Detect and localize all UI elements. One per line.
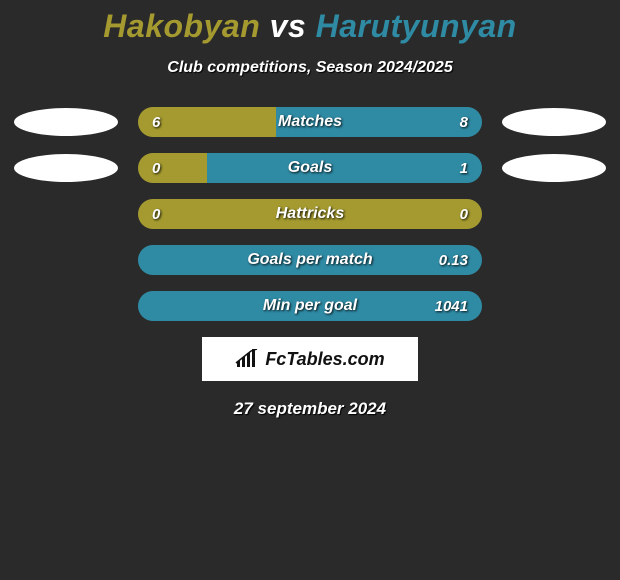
player2-oval [502, 154, 606, 182]
player1-oval [14, 108, 118, 136]
stat-row: Min per goal1041 [0, 291, 620, 321]
stat-value-left: 0 [152, 199, 160, 229]
date-text: 27 september 2024 [0, 399, 620, 419]
stats-list: Matches68Goals01Hattricks00Goals per mat… [0, 107, 620, 321]
player2-name: Harutyunyan [316, 8, 517, 44]
stat-label: Goals per match [138, 245, 482, 275]
stat-value-left: 0 [152, 153, 160, 183]
stat-value-left: 6 [152, 107, 160, 137]
stat-bar: Goals0 1 [138, 153, 482, 183]
stat-value-right: 1041 [435, 291, 468, 321]
stat-row: Hattricks0 0 [0, 199, 620, 229]
stat-row: Goals per match0.13 [0, 245, 620, 275]
stat-value-right: 0.13 [439, 245, 468, 275]
stat-row: Matches6 8 [0, 107, 620, 137]
player2-oval [502, 108, 606, 136]
stat-row: Goals0 1 [0, 153, 620, 183]
player1-oval [14, 154, 118, 182]
stat-label: Hattricks [138, 199, 482, 229]
stat-value-right: 0 [460, 199, 468, 229]
stat-bar: Goals per match0.13 [138, 245, 482, 275]
stat-value-right: 8 [460, 107, 468, 137]
chart-icon [235, 349, 259, 369]
stat-label: Goals [138, 153, 482, 183]
page-title: Hakobyan vs Harutyunyan [0, 8, 620, 45]
vs-text: vs [270, 8, 307, 44]
subtitle: Club competitions, Season 2024/2025 [0, 59, 620, 77]
player1-name: Hakobyan [103, 8, 260, 44]
stat-value-right: 1 [460, 153, 468, 183]
brand-text: FcTables.com [265, 349, 384, 370]
stat-label: Matches [138, 107, 482, 137]
brand-box: FcTables.com [202, 337, 418, 381]
stat-bar: Hattricks0 0 [138, 199, 482, 229]
stat-label: Min per goal [138, 291, 482, 321]
stat-bar: Matches6 8 [138, 107, 482, 137]
stat-bar: Min per goal1041 [138, 291, 482, 321]
comparison-infographic: Hakobyan vs Harutyunyan Club competition… [0, 0, 620, 419]
